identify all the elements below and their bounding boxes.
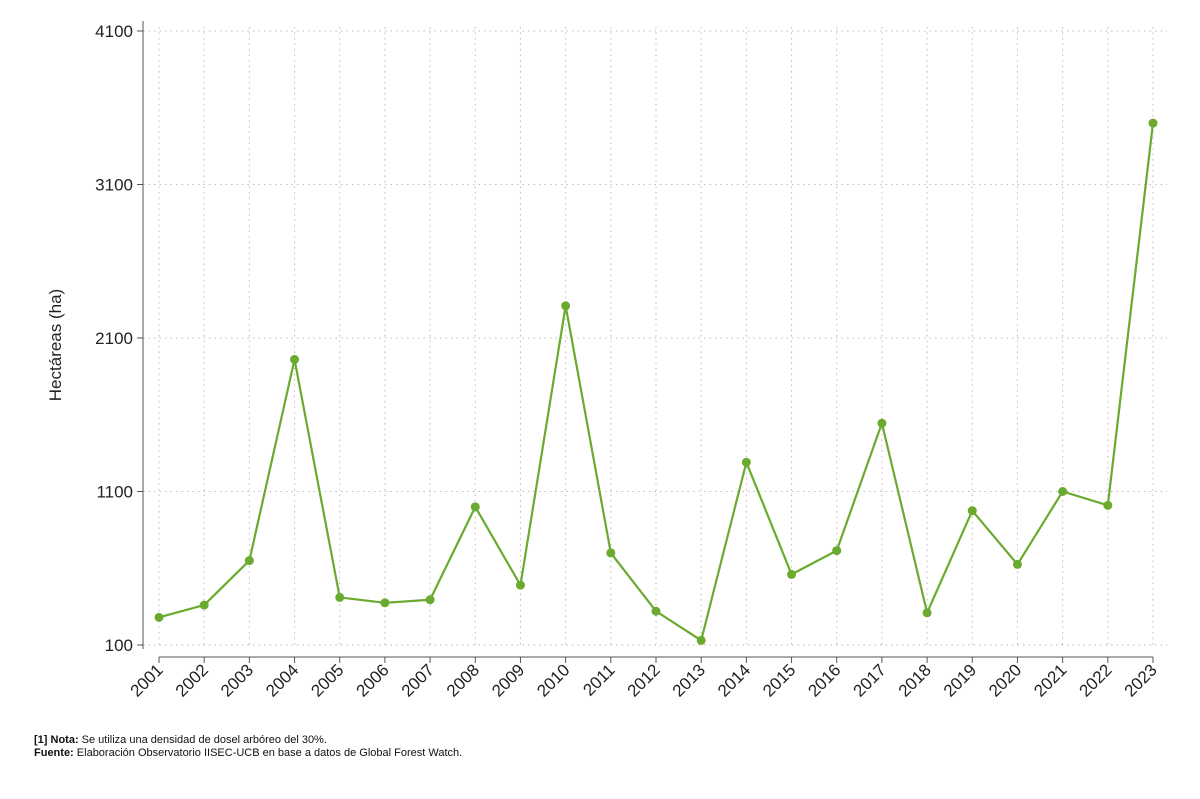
x-tick-label: 2019 bbox=[940, 660, 980, 700]
series-line bbox=[158, 122, 1155, 642]
data-point bbox=[651, 606, 661, 616]
x-tick-label: 2006 bbox=[353, 660, 393, 700]
line-chart: 100 1100 2100 3100 4100 2001 2002 2003 2004 2005… bbox=[46, 21, 1167, 701]
x-tick-label: 2023 bbox=[1121, 660, 1161, 700]
series-layer bbox=[154, 118, 1158, 645]
data-point bbox=[606, 548, 616, 558]
data-point bbox=[1148, 118, 1158, 128]
data-point bbox=[967, 506, 977, 516]
data-point bbox=[877, 418, 887, 428]
grid-lines bbox=[143, 27, 1167, 646]
chart-notes: [1] Nota: Se utiliza una densidad de dos… bbox=[34, 734, 462, 760]
source-line: Fuente: Elaboración Observatorio IISEC-U… bbox=[34, 747, 462, 760]
y-tick-label: 100 bbox=[105, 636, 133, 655]
data-point bbox=[380, 598, 390, 608]
source-label: Fuente: bbox=[34, 747, 74, 759]
data-point bbox=[244, 556, 254, 566]
x-tick-label: 2013 bbox=[669, 660, 709, 700]
data-point bbox=[832, 546, 842, 556]
x-tick-label: 2011 bbox=[579, 660, 618, 699]
y-tick-label: 2100 bbox=[95, 329, 133, 348]
data-point bbox=[515, 580, 525, 590]
x-tick-label: 2004 bbox=[262, 660, 302, 700]
note-text: Se utiliza una densidad de dosel arbóreo… bbox=[78, 734, 327, 746]
x-tick-label: 2007 bbox=[398, 660, 438, 700]
note-line: [1] Nota: Se utiliza una densidad de dos… bbox=[34, 734, 462, 747]
x-tick-label: 2002 bbox=[172, 660, 212, 700]
x-tick-label: 2017 bbox=[850, 660, 890, 700]
x-tick-label: 2012 bbox=[624, 660, 664, 700]
x-tick-label: 2018 bbox=[895, 660, 935, 700]
x-tick-label: 2015 bbox=[759, 660, 799, 700]
data-point bbox=[561, 301, 571, 311]
x-tick-label: 2010 bbox=[533, 660, 573, 700]
data-point bbox=[199, 600, 209, 610]
y-tick-label: 3100 bbox=[95, 176, 133, 195]
x-tick-label: 2005 bbox=[307, 660, 347, 700]
y-axis-label: Hectáreas (ha) bbox=[46, 289, 65, 401]
x-tick-label: 2020 bbox=[985, 660, 1025, 700]
x-tick-label: 2008 bbox=[443, 660, 483, 700]
data-point bbox=[335, 592, 345, 602]
data-point bbox=[290, 354, 300, 364]
x-tick-label: 2001 bbox=[127, 660, 167, 700]
y-axis-ticks: 100 1100 2100 3100 4100 bbox=[95, 22, 143, 655]
y-tick-label: 4100 bbox=[95, 22, 133, 41]
data-point bbox=[425, 595, 435, 605]
x-tick-label: 2003 bbox=[217, 660, 257, 700]
data-point bbox=[922, 608, 932, 618]
x-tick-label: 2014 bbox=[714, 660, 754, 700]
x-tick-label: 2022 bbox=[1075, 660, 1115, 700]
x-tick-label: 2009 bbox=[488, 660, 528, 700]
x-tick-label: 2016 bbox=[804, 660, 844, 700]
data-point bbox=[787, 569, 797, 579]
source-text: Elaboración Observatorio IISEC-UCB en ba… bbox=[73, 747, 463, 759]
data-point bbox=[1103, 500, 1113, 510]
data-point bbox=[696, 635, 706, 645]
data-point bbox=[470, 502, 480, 512]
y-tick-label: 1100 bbox=[96, 483, 133, 502]
x-tick-label: 2021 bbox=[1030, 660, 1070, 700]
data-point bbox=[154, 612, 164, 622]
data-point bbox=[1012, 559, 1022, 569]
note-label: [1] Nota: bbox=[34, 734, 79, 746]
x-axis-ticks: 2001 2002 2003 2004 2005 2006 2007 2008 2009 2010… bbox=[127, 657, 1161, 701]
data-point bbox=[741, 457, 751, 467]
data-point bbox=[1058, 487, 1068, 496]
